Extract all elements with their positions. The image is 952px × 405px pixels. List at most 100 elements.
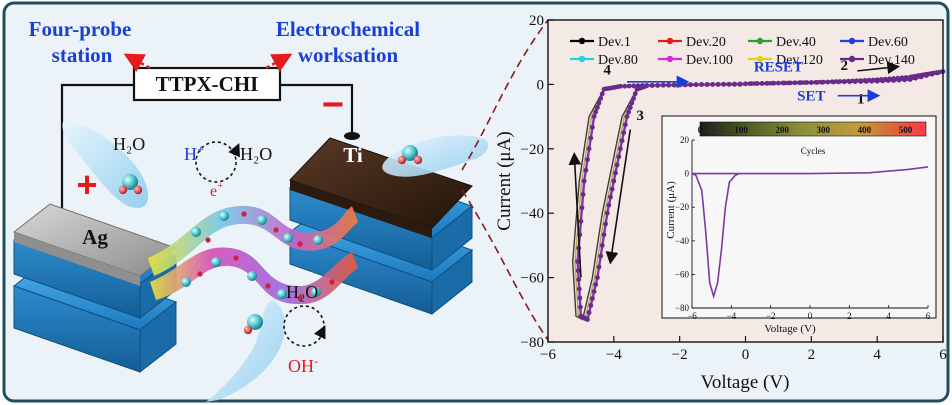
main-curve-marker [575, 259, 580, 264]
main-curve-marker [715, 82, 721, 87]
legend-item: Dev.20 [658, 35, 726, 50]
main-curve-marker [583, 167, 589, 173]
main-chart-ylabel: Current (μA) [494, 131, 515, 230]
main-curve-marker [891, 76, 896, 81]
main-curve-marker [747, 81, 752, 86]
main-curve-marker [772, 81, 777, 86]
legend-item: Dev.140 [840, 53, 915, 68]
main-curve-marker [596, 100, 602, 106]
main-curve-marker [632, 91, 638, 97]
main-xtick-label: 2 [808, 347, 816, 363]
inset-chart: 0 100 200 300 400 500 Cycles −6 −4 −2 0 2 4 6200−20… [661, 115, 937, 335]
main-xtick-label: 0 [742, 347, 750, 363]
main-curve-marker [858, 78, 863, 83]
main-curve-marker [854, 78, 859, 83]
main-curve-marker [821, 79, 826, 85]
main-curve-marker [586, 310, 592, 315]
main-curve-marker [614, 162, 620, 168]
main-curve-marker [591, 289, 597, 294]
label-fourprobe-line1: Four-probe [29, 17, 132, 41]
main-curve-marker [879, 77, 884, 82]
legend-item: Dev.120 [748, 53, 823, 68]
main-curve-marker [710, 82, 715, 87]
main-curve-marker [732, 82, 737, 87]
h2o-label-bottom: H₂O [286, 282, 318, 302]
colorbar-tick-label: 400 [858, 125, 872, 135]
ribbon-upper [148, 205, 358, 276]
legend-marker [666, 55, 674, 63]
h2o-label-left: H₂O [113, 134, 145, 154]
label-fourprobe-line2: station [52, 43, 113, 67]
main-curve-marker [776, 80, 781, 86]
main-curve-marker [693, 82, 699, 87]
main-xtick-label: −2 [672, 347, 688, 363]
minus-sign: − [322, 84, 344, 126]
main-curve-marker [609, 186, 615, 192]
main-curve-marker [585, 157, 590, 162]
legend-item: Dev.40 [748, 35, 816, 50]
inset-colorbar [699, 121, 927, 137]
main-curve-marker [578, 304, 583, 310]
inset-ytick-label: 20 [680, 135, 690, 145]
annotation-label: 2 [841, 58, 849, 74]
main-ytick-label: 20 [529, 13, 544, 29]
main-curve-marker [895, 75, 900, 81]
main-curve-marker [623, 122, 628, 128]
main-curve-marker [595, 275, 600, 280]
ti-contact-tip [344, 132, 360, 140]
inset-curve-line [691, 166, 929, 300]
main-curve-marker [699, 82, 704, 87]
annotation-label: 1 [857, 92, 865, 108]
main-ytick-label: 0 [537, 77, 545, 93]
ttpx-chi-box [132, 66, 282, 102]
main-curve-marker [576, 277, 582, 283]
main-curve-marker [601, 86, 607, 92]
main-curve-marker [817, 79, 822, 85]
inset-chart-curve [691, 166, 929, 300]
annotation-arrow [857, 61, 901, 75]
main-curve-marker [796, 80, 802, 85]
inset-chart-ylabel: Current (μA) [665, 181, 677, 239]
annotation-label: 4 [604, 63, 612, 79]
main-curve-marker [596, 264, 602, 270]
main-curve-marker [862, 78, 867, 83]
main-curve-marker [575, 268, 581, 273]
main-curve-marker [780, 80, 785, 86]
main-curve-marker [792, 80, 798, 86]
legend-marker [848, 37, 856, 45]
device-schematic: TTPX-CHI Four-probe station Electrochemi… [12, 17, 549, 402]
main-ytick-label: −60 [521, 271, 544, 287]
main-curve-marker [621, 130, 627, 136]
reaction-loop-top-arrow [228, 143, 240, 158]
main-curve-marker [666, 82, 672, 88]
main-curve-marker [631, 83, 636, 89]
main-curve-marker [721, 82, 726, 87]
water-droplet-right [382, 135, 489, 177]
main-curve-marker [809, 80, 814, 85]
main-curve-marker [938, 69, 944, 75]
main-curve-marker [591, 114, 597, 119]
colorbar-tick-label: 100 [734, 125, 748, 135]
legend-label: Dev.40 [776, 35, 816, 50]
main-curve-marker [813, 80, 818, 85]
main-curve-marker [601, 232, 607, 238]
main-curve-marker [899, 75, 905, 80]
main-curve-marker [580, 192, 586, 197]
main-curve-marker [875, 77, 880, 82]
main-curve-marker [755, 81, 760, 86]
ti-label: Ti [343, 143, 363, 167]
inset-xtick-label: −6 [687, 311, 697, 321]
main-curve-marker [579, 205, 585, 211]
main-curve-marker [805, 80, 810, 85]
main-curve-marker [887, 76, 892, 81]
main-curve-marker [837, 79, 843, 84]
main-curve-marker [737, 82, 743, 87]
main-curve-marker [599, 243, 605, 248]
main-curve-marker [842, 79, 847, 84]
ag-electrode [12, 203, 178, 374]
main-curve-marker [627, 105, 633, 110]
